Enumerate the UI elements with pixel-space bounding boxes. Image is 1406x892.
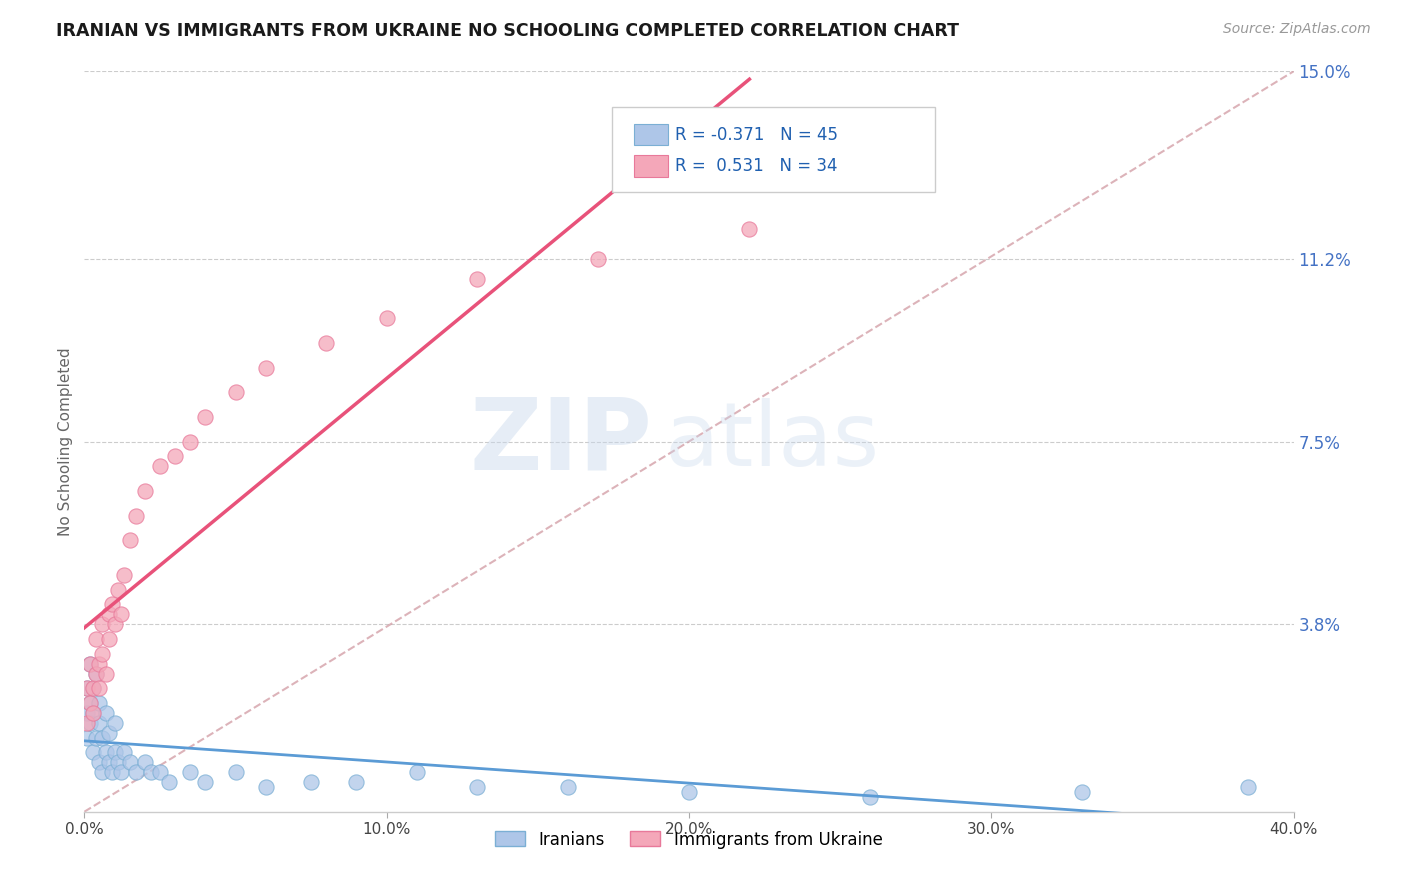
Point	[94, 706, 117, 720]
Point	[157, 775, 180, 789]
Point	[89, 756, 111, 770]
Legend: Iranians, Immigrants from Ukraine: Iranians, Immigrants from Ukraine	[489, 824, 889, 855]
Point	[179, 434, 201, 449]
Point	[104, 746, 127, 760]
Point	[79, 657, 101, 671]
Text: atlas: atlas	[665, 398, 880, 485]
Point	[76, 706, 98, 720]
Point	[97, 756, 120, 770]
Point	[254, 360, 277, 375]
Point	[118, 756, 141, 770]
Point	[139, 765, 162, 780]
Point	[100, 765, 122, 780]
Point	[738, 222, 761, 236]
Point	[375, 311, 398, 326]
Point	[94, 666, 117, 681]
Point	[467, 271, 489, 285]
Point	[678, 785, 700, 799]
Point	[125, 765, 148, 780]
Point	[588, 252, 610, 266]
Point	[82, 681, 104, 696]
Point	[79, 696, 101, 710]
Point	[134, 483, 156, 498]
Point	[79, 715, 101, 730]
Point	[91, 647, 114, 661]
Point	[76, 715, 98, 730]
Point	[406, 765, 429, 780]
Point	[315, 335, 337, 350]
Point	[94, 746, 117, 760]
Point	[107, 756, 129, 770]
Point	[194, 409, 217, 424]
Point	[91, 765, 114, 780]
Point	[118, 533, 141, 548]
Point	[89, 657, 111, 671]
Point	[91, 617, 114, 632]
Point	[110, 765, 132, 780]
Point	[82, 706, 104, 720]
Point	[110, 607, 132, 622]
Point	[76, 681, 98, 696]
Point	[112, 746, 135, 760]
Text: R = -0.371   N = 45: R = -0.371 N = 45	[675, 126, 838, 144]
Point	[104, 617, 127, 632]
Point	[89, 681, 111, 696]
Point	[97, 725, 120, 739]
Point	[79, 696, 101, 710]
Point	[76, 731, 98, 745]
Point	[97, 607, 120, 622]
Point	[91, 731, 114, 745]
Text: R =  0.531   N = 34: R = 0.531 N = 34	[675, 157, 838, 175]
Point	[1237, 780, 1260, 794]
Point	[149, 765, 172, 780]
Point	[859, 789, 882, 804]
Point	[89, 715, 111, 730]
Point	[1071, 785, 1094, 799]
Text: ZIP: ZIP	[470, 393, 652, 490]
Point	[299, 775, 322, 789]
Point	[86, 666, 108, 681]
Point	[467, 780, 489, 794]
Point	[107, 582, 129, 597]
Point	[86, 731, 108, 745]
Point	[79, 657, 101, 671]
Point	[125, 508, 148, 523]
Point	[82, 746, 104, 760]
Point	[557, 780, 579, 794]
Point	[225, 385, 247, 400]
Text: Source: ZipAtlas.com: Source: ZipAtlas.com	[1223, 22, 1371, 37]
Point	[165, 450, 187, 464]
Point	[82, 706, 104, 720]
Point	[346, 775, 368, 789]
Point	[134, 756, 156, 770]
Text: IRANIAN VS IMMIGRANTS FROM UKRAINE NO SCHOOLING COMPLETED CORRELATION CHART: IRANIAN VS IMMIGRANTS FROM UKRAINE NO SC…	[56, 22, 959, 40]
Point	[76, 681, 98, 696]
Point	[86, 666, 108, 681]
Point	[112, 567, 135, 582]
Point	[225, 765, 247, 780]
Point	[179, 765, 201, 780]
Point	[104, 715, 127, 730]
Point	[86, 632, 108, 646]
Point	[254, 780, 277, 794]
Point	[149, 459, 172, 474]
Point	[100, 598, 122, 612]
Point	[82, 681, 104, 696]
Y-axis label: No Schooling Completed: No Schooling Completed	[58, 347, 73, 536]
Point	[97, 632, 120, 646]
Point	[89, 696, 111, 710]
Point	[194, 775, 217, 789]
